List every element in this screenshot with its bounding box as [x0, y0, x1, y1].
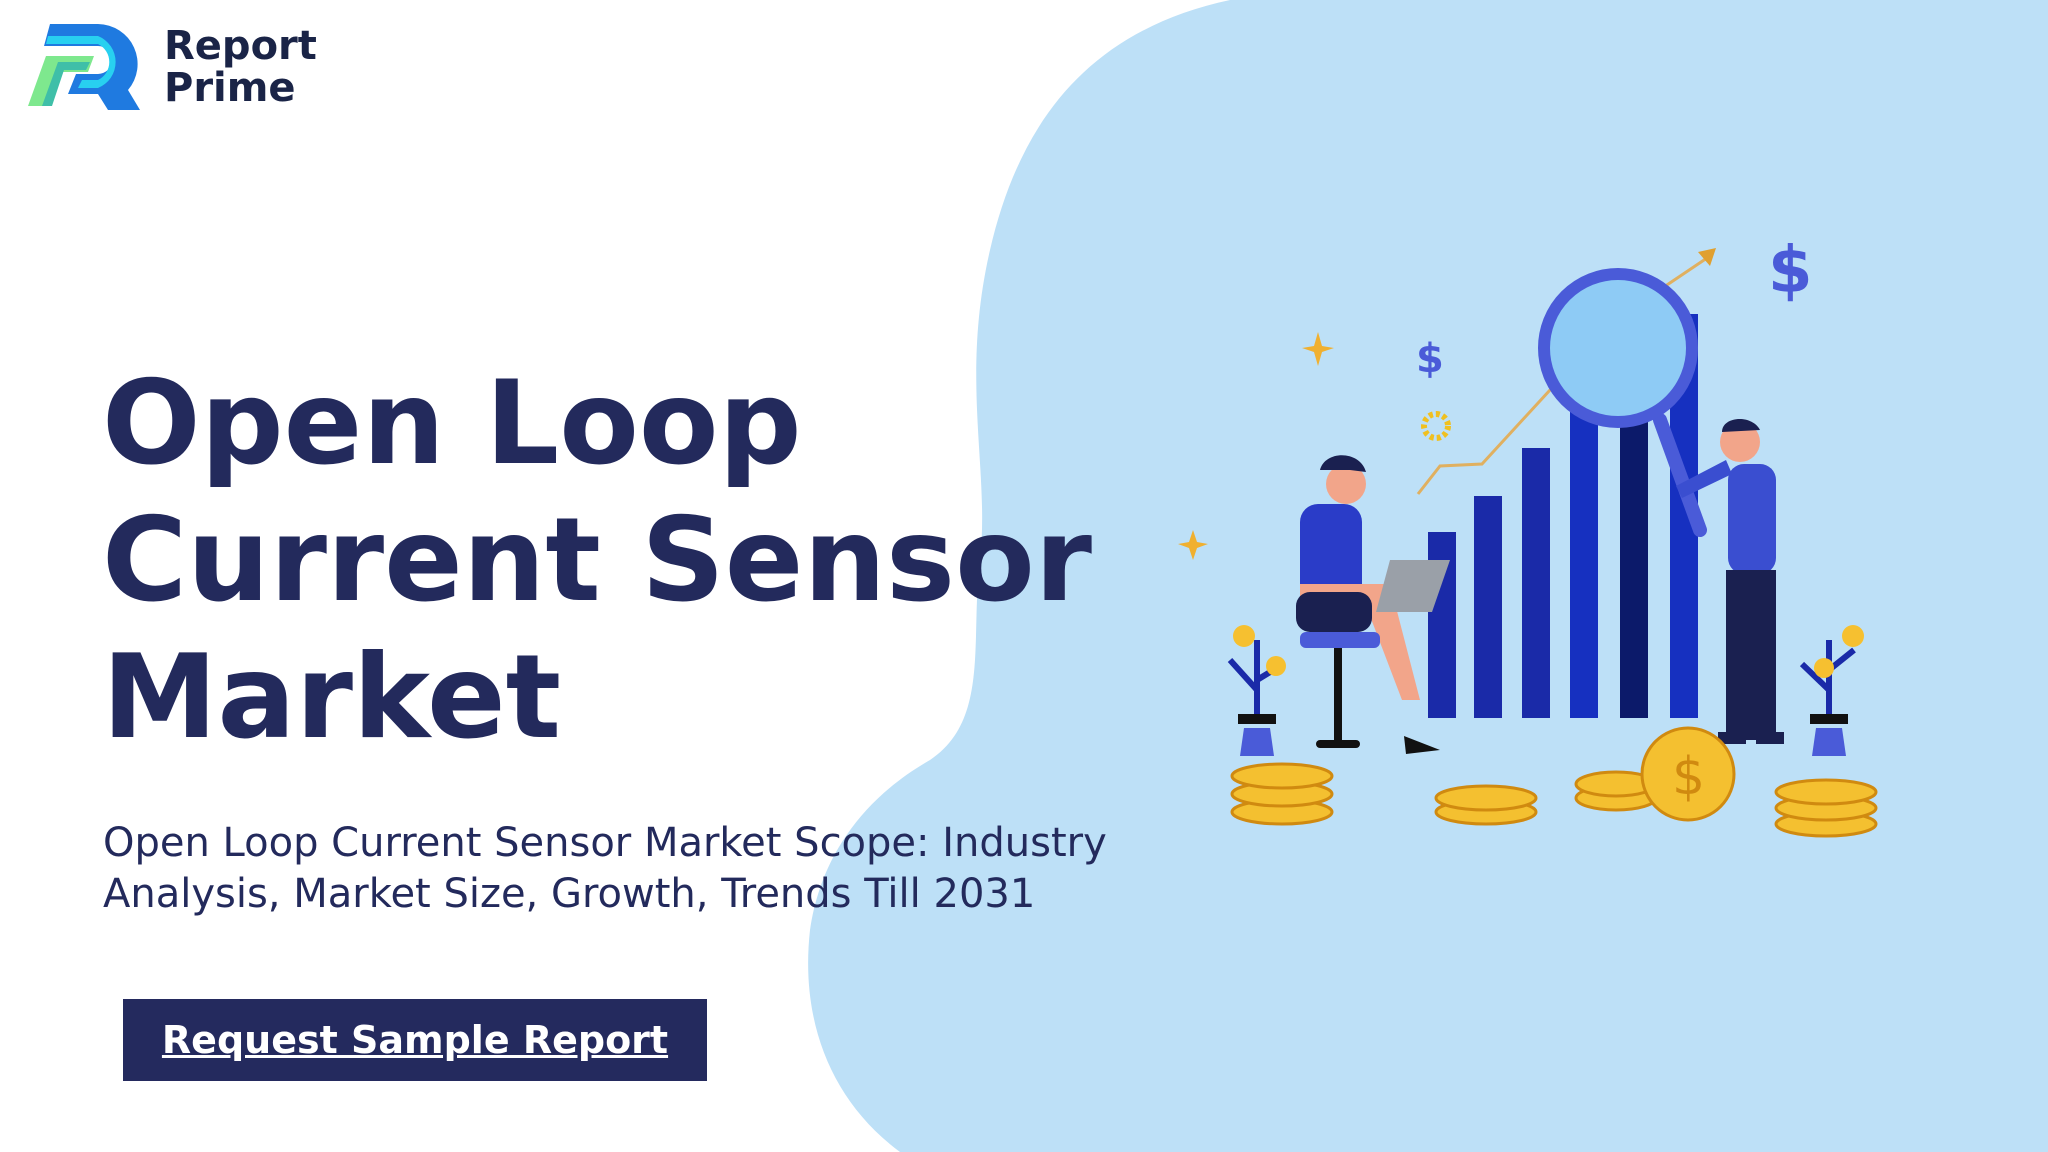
gear-icon — [1421, 411, 1451, 441]
coin-dollar-icon: $ — [1672, 747, 1705, 807]
brand-name-line1: Report — [164, 23, 317, 69]
arrow-icon — [1698, 248, 1716, 266]
coin-icon — [1230, 726, 1878, 838]
sparkle-icon — [1178, 530, 1208, 560]
request-sample-report-button[interactable]: Request Sample Report — [123, 999, 707, 1081]
market-analysis-illustration: $ $ $ — [1178, 234, 1878, 838]
woman-with-laptop — [1296, 455, 1450, 754]
magnifier-icon — [1538, 268, 1707, 537]
page-subtitle: Open Loop Current Sensor Market Scope: I… — [103, 820, 1107, 917]
brand-name: Report Prime — [164, 25, 317, 109]
man-with-magnifier — [1676, 418, 1784, 744]
report-prime-logo-icon — [28, 24, 140, 110]
dollar-icon: $ — [1416, 336, 1444, 382]
plant-icon — [1227, 625, 1286, 756]
page-title: Open Loop Current Sensor Market — [102, 356, 1092, 765]
logo[interactable]: Report Prime — [28, 24, 317, 110]
sparkle-icon — [1302, 332, 1334, 366]
bar-chart-icon — [1428, 314, 1698, 718]
brand-name-line2: Prime — [164, 65, 296, 111]
plant-icon — [1799, 625, 1864, 756]
dollar-icon: $ — [1768, 234, 1813, 308]
